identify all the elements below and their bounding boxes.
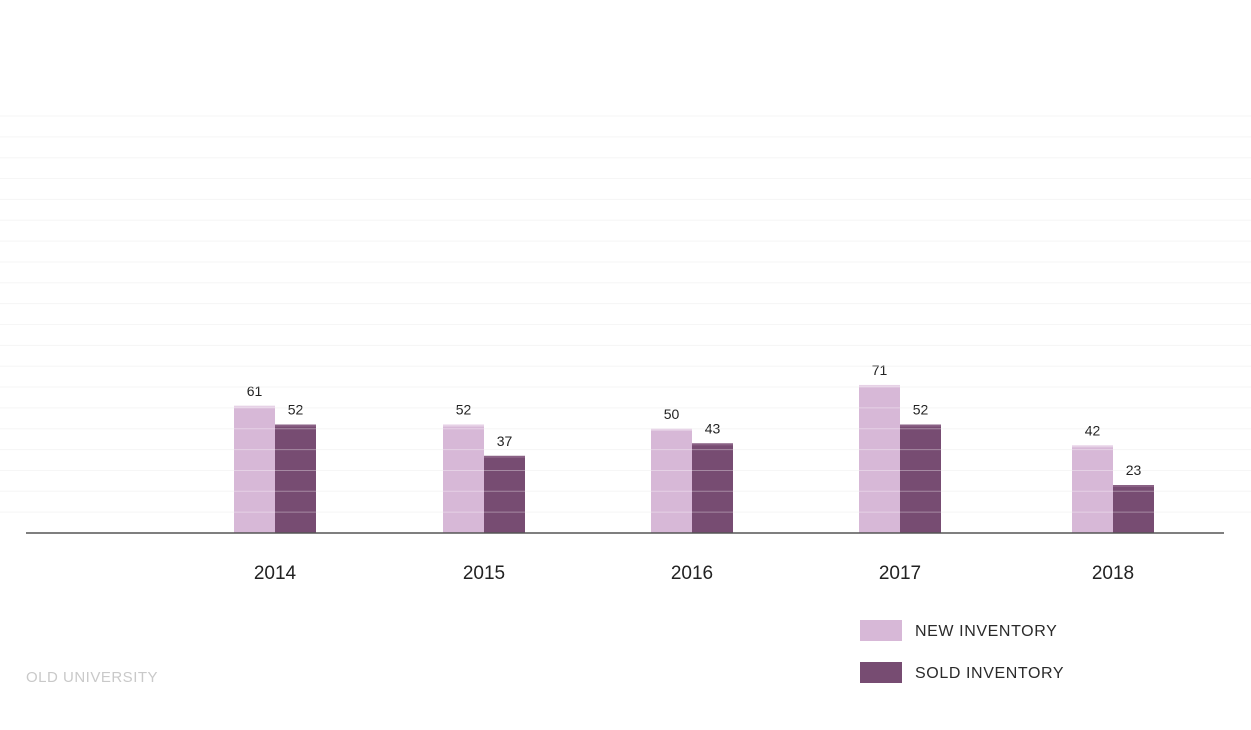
data-label-new-inventory-2014: 61	[247, 383, 263, 399]
bar-sold-inventory-2016	[692, 443, 733, 533]
data-label-sold-inventory-2015: 37	[497, 433, 513, 449]
bar-new-inventory-2017	[859, 384, 900, 533]
x-tick-label-2014: 2014	[254, 563, 297, 584]
x-axis: 2014 2015 2016 2017 2018	[26, 532, 1224, 584]
legend-label-sold-inventory: SOLD INVENTORY	[915, 665, 1065, 682]
legend-item-sold-inventory: SOLD INVENTORY	[860, 662, 1120, 684]
bar-sold-inventory-2017	[900, 424, 941, 533]
data-label-new-inventory-2017: 71	[872, 362, 888, 378]
bar-sold-inventory-2018	[1113, 485, 1154, 533]
data-label-sold-inventory-2016: 43	[705, 420, 721, 436]
legend-swatch-sold-inventory	[860, 662, 902, 683]
data-label-sold-inventory-2014: 52	[288, 402, 304, 418]
x-tick-label-2017: 2017	[879, 563, 921, 584]
data-label-new-inventory-2016: 50	[664, 406, 680, 422]
grid-lines	[0, 115, 1251, 513]
bar-sold-inventory-2015	[484, 455, 525, 533]
bar-new-inventory-2015	[443, 424, 484, 533]
bar-sold-inventory-2014	[275, 424, 316, 533]
data-label-new-inventory-2015: 52	[456, 402, 472, 418]
x-tick-label-2016: 2016	[671, 563, 713, 584]
x-tick-label-2018: 2018	[1092, 563, 1134, 584]
bar-new-inventory-2014	[234, 405, 275, 533]
data-label-new-inventory-2018: 42	[1085, 422, 1101, 438]
bar-new-inventory-2018	[1072, 445, 1113, 533]
data-label-sold-inventory-2017: 52	[913, 402, 929, 418]
bars	[234, 384, 1154, 533]
legend-label-new-inventory: NEW INVENTORY	[915, 623, 1058, 640]
legend-swatch-new-inventory	[860, 620, 902, 641]
legend-item-new-inventory: NEW INVENTORY	[860, 620, 1120, 642]
brand-label: OLD UNIVERSITY	[26, 669, 159, 686]
data-labels: 61 52 52 37 50 43 71 52 42 23	[0, 115, 1251, 513]
bar-new-inventory-2016	[651, 428, 692, 533]
x-tick-label-2015: 2015	[463, 563, 505, 584]
data-label-sold-inventory-2018: 23	[1126, 462, 1142, 478]
